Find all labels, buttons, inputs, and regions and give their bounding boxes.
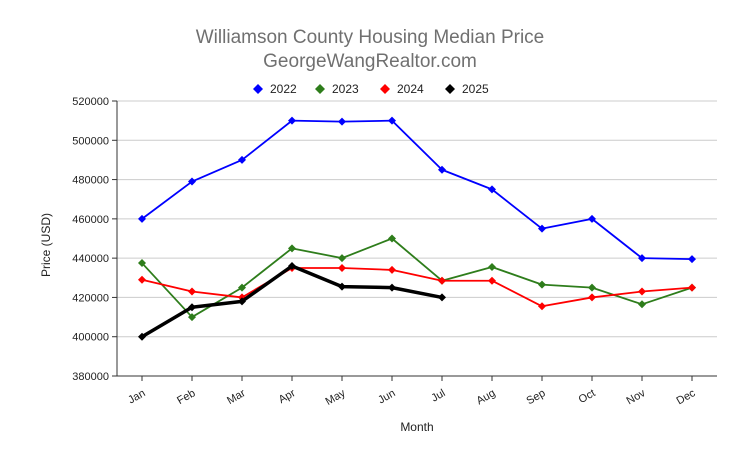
y-tick-label: 400000 [72,332,109,344]
data-point [338,117,346,126]
data-point [638,287,646,296]
x-tick-label: May [324,387,348,408]
x-tick-label: Feb [175,387,197,407]
series-group [138,116,696,341]
data-point [488,185,496,194]
x-tick-label: Jan [126,387,147,406]
legend-marker [253,84,263,94]
x-axis-label: Month [400,420,433,434]
y-axis-label: Price (USD) [39,213,53,277]
axes [116,101,717,381]
series-2023 [138,234,696,322]
data-point [538,302,546,311]
data-point [338,263,346,272]
data-point [588,293,596,302]
series-line-2025 [141,264,443,339]
series-line-2022 [141,119,693,261]
data-point [288,244,296,253]
data-point [488,262,496,271]
data-point [588,283,596,292]
y-tick-label: 500000 [72,135,109,147]
data-point [188,313,196,322]
y-tick-label: 440000 [72,253,109,265]
legend-marker [315,84,325,94]
chart-title: Williamson County Housing Median Price [196,27,544,48]
y-tick-label: 460000 [72,214,109,226]
data-point [438,165,446,174]
data-point [138,259,146,268]
legend: 2022 2023 2024 2025 [253,82,489,96]
chart-subtitle: GeorgeWangRealtor.com [263,51,477,72]
x-tick-label: Jun [376,387,397,406]
data-point [138,275,146,284]
y-tick-label: 520000 [72,96,109,108]
x-tick-label: Oct [577,387,598,406]
data-point [238,155,246,164]
series-2025 [138,262,446,341]
data-point [638,300,646,309]
x-tick-label: Aug [475,387,498,407]
legend-label: 2023 [332,82,359,96]
y-tick-labels: 380000 400000 420000 440000 460000 480000 5000… [72,96,109,383]
legend-item-2024: 2024 [380,82,424,96]
data-point [538,224,546,233]
data-point [438,293,446,302]
data-point [488,276,496,285]
x-tick-label: Mar [225,387,248,407]
data-point [688,255,696,264]
data-point [588,214,596,223]
x-tick-label: Dec [675,387,698,407]
gridlines [112,100,717,377]
series-line-2023 [141,237,693,318]
y-tick-label: 420000 [72,292,109,304]
legend-label: 2022 [270,82,297,96]
data-point [638,254,646,263]
x-tick-labels: Jan Feb Mar Apr May Jun Jul Aug Sep Oct Nov Dec [126,387,698,408]
data-point [438,276,446,285]
data-point [388,116,396,125]
data-point [688,283,696,292]
data-point [238,283,246,292]
series-2022 [138,116,696,264]
y-tick-label: 380000 [72,371,109,383]
series-2024 [138,263,696,311]
data-point [188,177,196,186]
y-tick-label: 480000 [72,175,109,187]
data-point [238,297,246,306]
data-point [138,214,146,223]
legend-label: 2025 [462,82,489,96]
data-point [188,287,196,296]
data-point [388,234,396,243]
x-tick-label: Jul [429,387,447,404]
x-tick-label: Nov [625,387,648,407]
data-point [288,262,296,270]
data-point [338,282,346,291]
legend-marker [445,84,455,94]
data-point [188,303,196,312]
data-point [538,280,546,289]
data-point [388,283,396,292]
x-tick-label: Apr [277,387,298,406]
x-tick-label: Sep [525,387,548,407]
legend-item-2023: 2023 [315,82,359,96]
legend-item-2022: 2022 [253,82,297,96]
legend-label: 2024 [397,82,424,96]
legend-item-2025: 2025 [445,82,489,96]
data-point [288,116,296,125]
data-point [138,332,146,341]
series-line-2024 [141,267,693,308]
data-point [338,254,346,263]
legend-marker [380,84,390,94]
data-point [388,265,396,274]
